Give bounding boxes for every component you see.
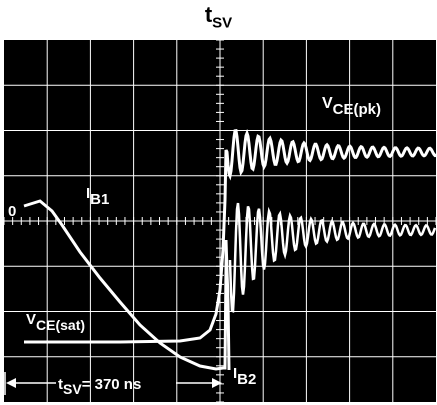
vce-sat-sub: CE(sat) [36,317,85,333]
vce-trace-lower [228,202,437,313]
ib2-label: IB2 [233,365,256,388]
ib1-main: I [86,185,90,202]
vce-pk-sub: CE(pk) [333,101,381,118]
tsv-dimension: tSV= 370 ns [4,372,222,397]
title-sub: SV [212,14,233,32]
ib2-sub: B2 [237,371,256,388]
vce-sat-label: VCE(sat) [26,311,85,333]
tsv-main: t [58,376,63,393]
title-main: t [204,2,213,27]
vce-pk-label: VCE(pk) [322,95,381,118]
ib1-label: IB1 [86,185,109,208]
vce-sat-main: V [26,311,36,328]
vce-pk-main: V [322,95,333,112]
tsv-sub: SV [63,381,82,397]
zero-marker: 0 [8,203,16,220]
vce-trace [24,128,437,344]
chart-title: tSV [0,2,437,31]
tsv-arrow-left-head [6,378,16,388]
ib2-main: I [233,365,237,382]
tsv-label: tSV= 370 ns [58,376,141,397]
base-current-trace [23,199,231,371]
tsv-arrow-right-head [212,378,222,388]
tsv-value: = 370 ns [82,376,142,393]
ib1-sub: B1 [90,191,109,208]
